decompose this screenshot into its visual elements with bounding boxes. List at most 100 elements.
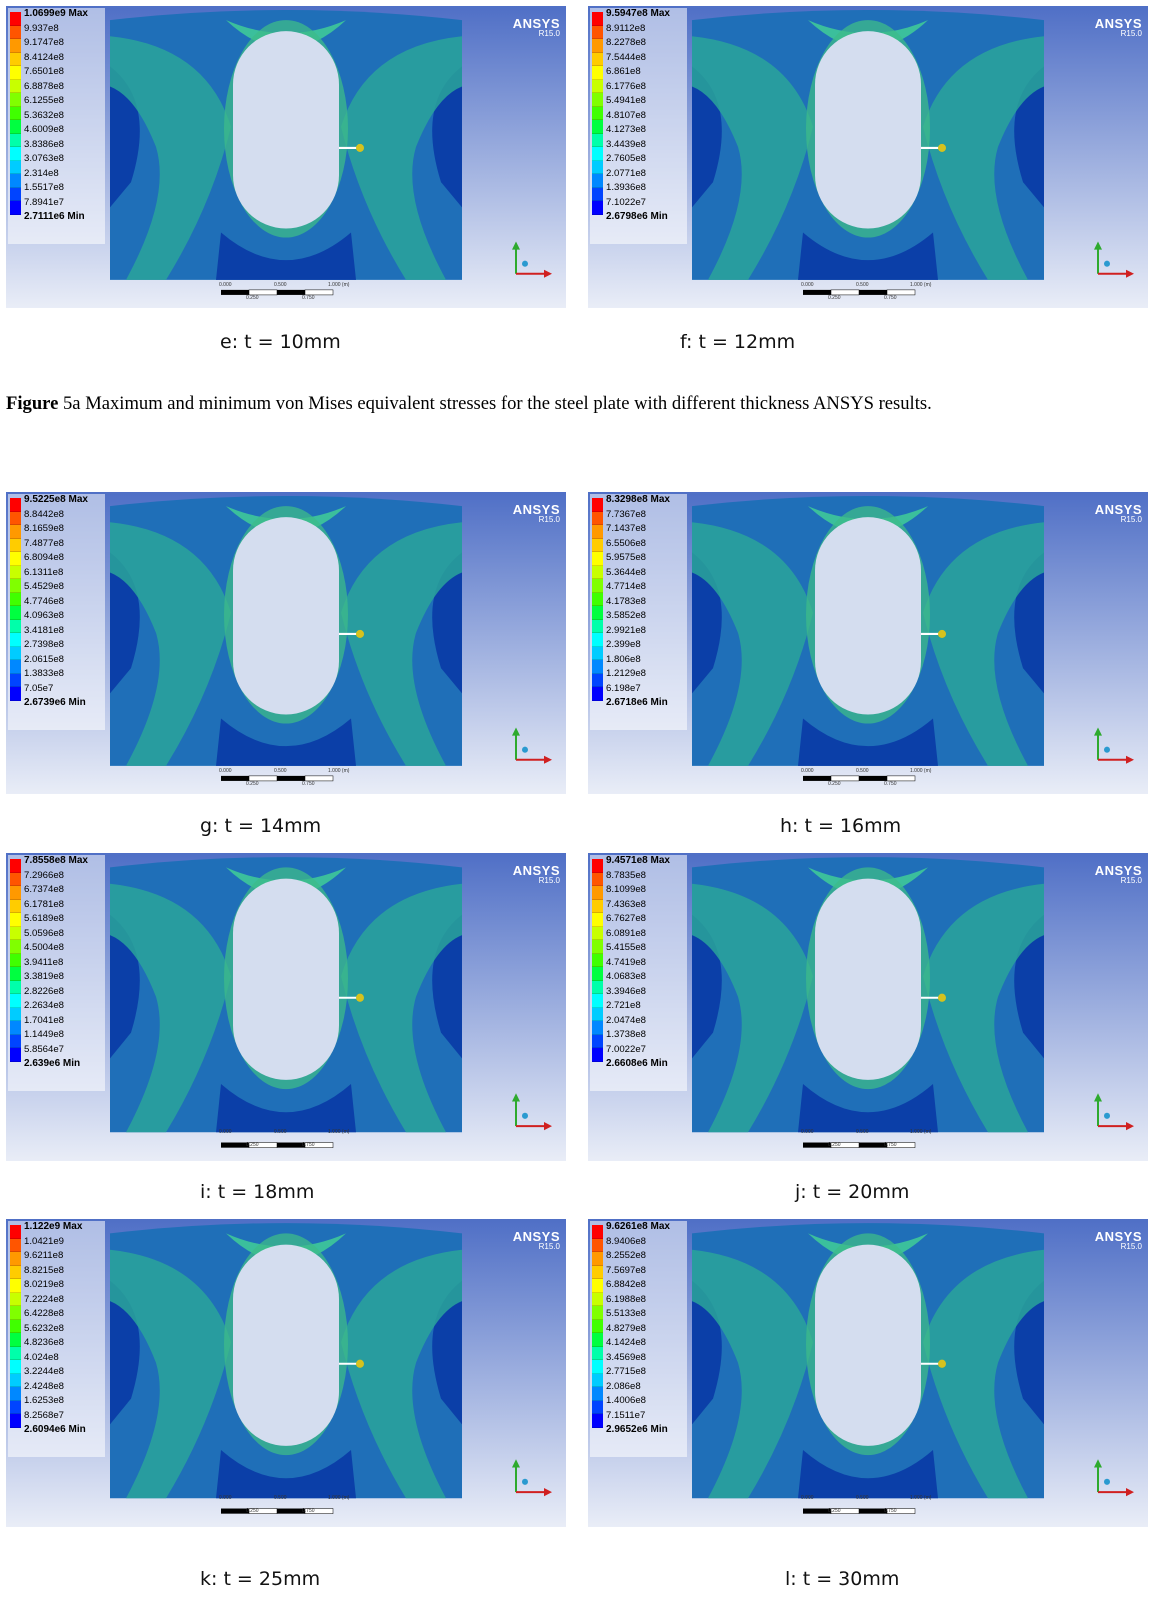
legend-value: 4.1783e8 (606, 595, 647, 607)
legend-value: 6.1311e8 (24, 566, 64, 578)
legend-value: 6.7374e8 (24, 884, 65, 895)
stress-legend: 9.4571e8 Max 8.7835e8 8.1099e8 7.4363e8 6.76… (590, 855, 687, 1091)
legend-swatch (10, 606, 21, 620)
scale-label-0: 0.000 (219, 1129, 232, 1135)
stress-contour-plot (6, 6, 566, 308)
panel-caption: j: t = 20mm (795, 1181, 910, 1203)
plate-hole (233, 31, 339, 229)
crack-tip-hotspot (938, 629, 946, 638)
legend-swatch (10, 1333, 21, 1347)
legend-swatch (592, 1265, 603, 1279)
legend-swatch (10, 886, 21, 900)
result-panel-8: ANSYS R15.0 0.000 0.500 1.000 (m) 0.250 … (588, 1219, 1148, 1527)
scale-label-0.25: 0.250 (246, 295, 259, 301)
legend-value: 8.4124e8 (24, 51, 65, 63)
legend-value: 3.4569e8 (606, 1351, 647, 1363)
coordinate-triad (1094, 1459, 1134, 1497)
scale-label-0.5: 0.500 (274, 1129, 287, 1135)
stress-band-right (341, 883, 462, 1133)
legend-value: 6.4228e8 (24, 1308, 65, 1319)
legend-value: 6.8094e8 (24, 552, 65, 563)
legend-value: 8.0219e8 (24, 1279, 65, 1290)
result-panel-7: ANSYS R15.0 0.000 0.500 1.000 (m) 0.250 … (6, 1219, 566, 1527)
legend-value: 3.3819e8 (24, 971, 65, 982)
brand-name: ANSYS (512, 502, 560, 517)
scale-label-1: 1.000 (m) (328, 768, 350, 774)
stress-band-left (692, 522, 813, 766)
stress-band-right (923, 522, 1044, 766)
scale-label-0.25: 0.250 (246, 781, 259, 787)
legend-swatch (592, 93, 603, 107)
legend-swatch (10, 1306, 21, 1320)
legend-value: 3.3946e8 (606, 985, 647, 997)
legend-value: 8.1659e8 (24, 523, 65, 534)
legend-swatch (592, 579, 603, 593)
legend-value: 1.3833e8 (24, 668, 65, 679)
legend-swatch (10, 926, 21, 940)
low-stress-region-bottom (798, 718, 938, 766)
legend-swatch (592, 1048, 603, 1062)
legend-value: 1.0421e9 (24, 1235, 65, 1247)
scale-bar (221, 1508, 334, 1514)
scale-label-0: 0.000 (801, 1495, 814, 1501)
legend-swatch (10, 980, 21, 994)
legend-swatch (592, 1225, 603, 1239)
panel-caption: l: t = 30mm (785, 1568, 900, 1590)
legend-swatch (10, 201, 21, 215)
legend-swatch (10, 967, 21, 981)
scale-label-0.75: 0.750 (302, 1508, 315, 1514)
crack-tip-hotspot (356, 629, 364, 638)
coordinate-triad (512, 241, 552, 278)
scale-bar (803, 775, 916, 782)
crack-tip-hotspot (356, 1359, 364, 1368)
legend-swatch (10, 538, 21, 552)
legend-swatch (592, 25, 603, 39)
scale-label-0.75: 0.750 (884, 781, 897, 787)
legend-value: 4.024e8 (24, 1351, 59, 1363)
scale-label-0.5: 0.500 (274, 282, 287, 288)
legend-value: 7.6501e8 (24, 66, 65, 77)
legend-swatch (592, 1333, 603, 1347)
legend-value: 2.0771e8 (606, 167, 647, 179)
legend-swatch (10, 913, 21, 927)
legend-value: 4.6009e8 (24, 124, 65, 135)
low-stress-region-bottom (798, 1084, 938, 1133)
legend-swatch (10, 633, 21, 647)
legend-value: 8.1099e8 (606, 884, 647, 895)
legend-max-value: 9.5947e8 Max (606, 8, 670, 19)
ansys-logo: ANSYS R15.0 (513, 1229, 560, 1251)
panel-caption: k: t = 25mm (200, 1568, 321, 1590)
scale-label-0.75: 0.750 (302, 1142, 315, 1148)
legend-value: 2.0615e8 (24, 653, 65, 665)
ansys-logo: ANSYS R15.0 (513, 863, 560, 885)
legend-value: 7.4363e8 (606, 898, 647, 910)
legend-min-value: 2.6798e6 Min (606, 211, 668, 222)
legend-swatch (592, 498, 603, 512)
legend-swatch (10, 872, 21, 886)
plate-hole (233, 517, 339, 715)
figure-caption-text: 5a Maximum and minimum von Mises equival… (58, 393, 932, 414)
legend-swatch (10, 1252, 21, 1266)
panel-caption: h: t = 16mm (780, 815, 902, 837)
legend-value: 1.7041e8 (24, 1014, 65, 1026)
crack-tip-hotspot (356, 143, 364, 152)
legend-value: 3.5852e8 (606, 610, 647, 621)
legend-swatch (592, 592, 603, 606)
legend-swatch (592, 980, 603, 994)
result-panel-1: ANSYS R15.0 0.000 0.500 1.000 (m) 0.250 … (6, 6, 566, 308)
legend-color-bar (592, 12, 603, 228)
legend-value: 6.8878e8 (24, 80, 65, 92)
legend-swatch (10, 133, 21, 147)
brand-version: R15.0 (538, 515, 560, 524)
scale-label-0: 0.000 (801, 768, 814, 774)
legend-color-bar (592, 859, 603, 1075)
legend-swatch (10, 660, 21, 674)
legend-value: 3.2244e8 (24, 1366, 65, 1377)
legend-value: 6.1988e8 (606, 1293, 647, 1305)
scale-bar (803, 1142, 916, 1148)
legend-swatch (10, 147, 21, 161)
legend-value: 4.7419e8 (606, 956, 647, 968)
legend-swatch (10, 953, 21, 967)
scale-label-0: 0.000 (219, 768, 232, 774)
legend-swatch (592, 886, 603, 900)
